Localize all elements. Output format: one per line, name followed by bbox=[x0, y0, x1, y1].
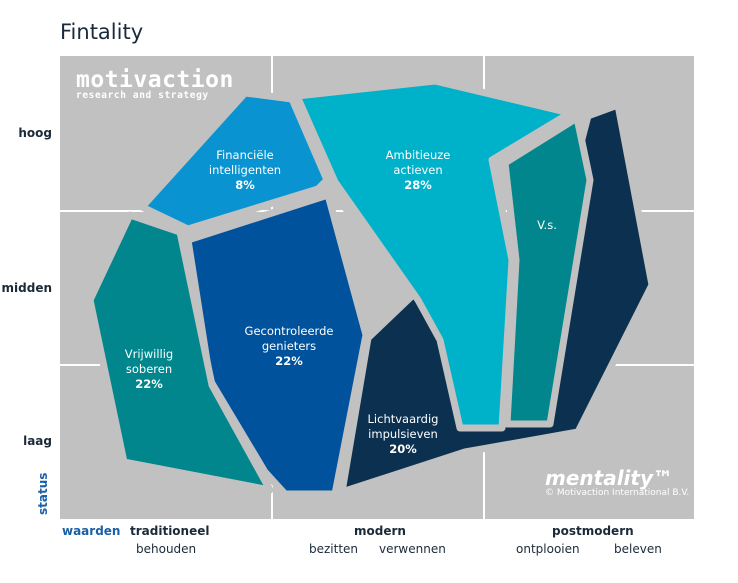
segment-vs[interactable] bbox=[501, 114, 594, 428]
x-group-traditioneel: traditioneel bbox=[130, 524, 210, 538]
x-sub-verwennen: verwennen bbox=[379, 542, 446, 556]
x-sub-beleven: beleven bbox=[614, 542, 662, 556]
mentality-brand: mentality™ © Motivaction International B… bbox=[545, 466, 690, 498]
x-sub-ontplooien: ontplooien bbox=[516, 542, 580, 556]
label-vs: V.s. bbox=[537, 218, 557, 232]
motivaction-logo: motivaction research and strategy bbox=[76, 67, 234, 102]
label-vrijwillig: Vrijwillig soberen 22% bbox=[124, 347, 174, 391]
y-level-midden: midden bbox=[1, 281, 52, 295]
x-axis-title: waarden bbox=[62, 524, 121, 538]
x-group-postmodern: postmodern bbox=[552, 524, 634, 538]
x-sub-behouden: behouden bbox=[136, 542, 197, 556]
label-financiele: Financiële intelligenten 8% bbox=[208, 148, 282, 192]
label-lichtvaardig: Lichtvaardig impulsieven 20% bbox=[367, 412, 439, 456]
y-level-hoog: hoog bbox=[18, 126, 52, 140]
page-title: Fintality bbox=[60, 20, 144, 44]
x-sub-bezitten: bezitten bbox=[309, 542, 359, 556]
segment-ambitieuze-actieven[interactable] bbox=[293, 77, 574, 432]
segment-financiele-intelligenten[interactable] bbox=[138, 89, 331, 233]
segment-vrijwillig-soberen[interactable] bbox=[86, 211, 274, 494]
label-ambitieuze: Ambitieuze actieven 28% bbox=[385, 148, 451, 192]
label-gecontroleerde: Gecontroleerde genieters 22% bbox=[244, 324, 334, 368]
x-group-modern: modern bbox=[354, 524, 406, 538]
y-level-laag: laag bbox=[23, 434, 52, 448]
y-axis-title: status bbox=[36, 472, 50, 515]
